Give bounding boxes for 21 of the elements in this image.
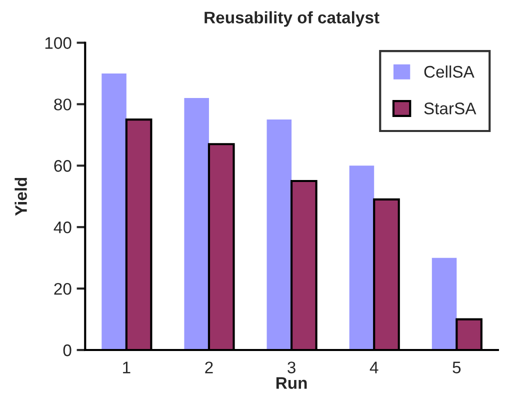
x-tick-label: 1 [123, 362, 130, 374]
legend-label: StarSA [424, 102, 476, 114]
y-tick-label: 100 [45, 37, 72, 49]
x-tick-label: 2 [205, 362, 213, 374]
bar [102, 73, 126, 350]
x-tick-label: 3 [288, 362, 296, 374]
legend-label: CellSA [424, 65, 474, 78]
y-tick-label: 80 [54, 98, 72, 110]
y-tick-label: 60 [54, 160, 72, 172]
y-tick-label: 0 [63, 344, 72, 356]
bar [432, 258, 457, 350]
bar [266, 120, 292, 350]
x-tick-label: 4 [370, 362, 378, 374]
y-tick-label: 40 [54, 222, 72, 234]
x-axis-title: Run [276, 377, 307, 389]
bar [184, 98, 209, 350]
y-axis-title: Yield [14, 178, 27, 216]
bar [349, 166, 374, 350]
x-tick-label: 5 [452, 362, 461, 374]
chart-title: Reusability of catalyst [204, 11, 380, 27]
y-tick-label: 20 [54, 282, 72, 295]
